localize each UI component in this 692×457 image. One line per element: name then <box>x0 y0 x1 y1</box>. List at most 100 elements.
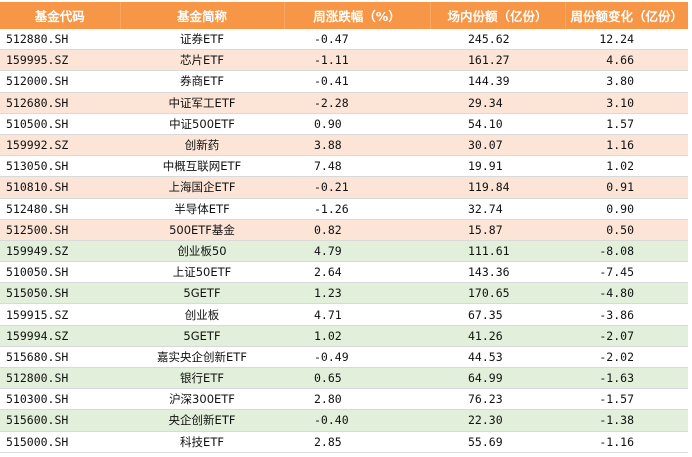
cell-shares: 54.10 <box>430 113 565 135</box>
cell-fund-code: 515050.SH <box>0 282 120 305</box>
cell-week-share-change: 1.02 <box>565 155 688 178</box>
cell-shares: 55.69 <box>430 431 565 453</box>
cell-fund-name: 央企创新ETF <box>120 409 284 432</box>
table-row: 159915.SZ 创业板 4.71 67.35 -3.86 <box>0 303 688 326</box>
cell-week-share-change: -2.07 <box>565 325 688 347</box>
cell-week-change-pct: 3.88 <box>284 134 430 157</box>
cell-fund-code: 159995.SZ <box>0 49 120 72</box>
header-row: 基金代码 基金简称 周涨跌幅（%） 场内份额（亿份） 周份额变化（亿份） <box>0 2 688 29</box>
cell-fund-code: 159992.SZ <box>0 134 120 157</box>
cell-week-change-pct: 2.85 <box>284 431 430 453</box>
cell-week-share-change: 3.10 <box>565 92 688 114</box>
table-row: 159994.SZ 5GETF 1.02 41.26 -2.07 <box>0 325 688 347</box>
header-week-change-pct: 周涨跌幅（%） <box>283 2 430 29</box>
cell-shares: 32.74 <box>430 198 565 220</box>
cell-week-change-pct: 0.65 <box>284 367 430 390</box>
table-row: 515600.SH 央企创新ETF -0.40 22.30 -1.38 <box>0 409 688 432</box>
cell-week-change-pct: 0.82 <box>284 219 430 241</box>
cell-shares: 64.99 <box>430 367 565 390</box>
cell-fund-name: 嘉实央企创新ETF <box>120 346 284 369</box>
cell-week-change-pct: 7.48 <box>284 155 430 178</box>
cell-fund-name: 上海国企ETF <box>120 176 284 199</box>
cell-fund-code: 512500.SH <box>0 219 120 241</box>
cell-shares: 19.91 <box>430 155 565 178</box>
cell-fund-code: 512800.SH <box>0 367 120 390</box>
table-row: 512680.SH 中证军工ETF -2.28 29.34 3.10 <box>0 92 688 114</box>
cell-week-change-pct: 2.64 <box>284 261 430 284</box>
cell-fund-code: 512680.SH <box>0 92 120 114</box>
cell-shares: 119.84 <box>430 176 565 199</box>
cell-fund-name: 中证军工ETF <box>120 92 284 114</box>
cell-week-change-pct: 4.79 <box>284 240 430 263</box>
header-shares: 场内份额（亿份） <box>429 2 565 29</box>
cell-week-share-change: 3.80 <box>565 70 688 93</box>
table-row: 510500.SH 中证500ETF 0.90 54.10 1.57 <box>0 113 688 135</box>
table-row: 159992.SZ 创新药 3.88 30.07 1.16 <box>0 134 688 157</box>
cell-fund-name: 500ETF基金 <box>120 219 284 241</box>
cell-shares: 143.36 <box>430 261 565 284</box>
table-row: 512480.SH 半导体ETF -1.26 32.74 0.90 <box>0 198 688 220</box>
cell-week-share-change: -1.63 <box>565 367 688 390</box>
cell-week-change-pct: -0.47 <box>284 29 430 51</box>
cell-week-share-change: 12.24 <box>565 29 688 51</box>
cell-fund-code: 510050.SH <box>0 261 120 284</box>
table-row: 159995.SZ 芯片ETF -1.11 161.27 4.66 <box>0 49 688 72</box>
table-body: 512880.SH 证券ETF -0.47 245.62 12.24 159995.SZ 芯… <box>0 29 688 453</box>
cell-shares: 76.23 <box>430 388 565 411</box>
cell-week-share-change: -2.02 <box>565 346 688 369</box>
cell-week-share-change: 1.16 <box>565 134 688 157</box>
cell-fund-code: 159915.SZ <box>0 303 120 326</box>
cell-fund-code: 159994.SZ <box>0 325 120 347</box>
cell-shares: 67.35 <box>430 303 565 326</box>
cell-fund-name: 中概互联网ETF <box>120 155 284 178</box>
cell-fund-name: 半导体ETF <box>120 198 284 220</box>
cell-week-share-change: 4.66 <box>565 49 688 72</box>
cell-shares: 144.39 <box>430 70 565 93</box>
cell-fund-name: 银行ETF <box>120 367 284 390</box>
header-week-share-change: 周份额变化（亿份） <box>564 2 688 29</box>
cell-fund-name: 5GETF <box>120 282 284 305</box>
cell-fund-code: 513050.SH <box>0 155 120 178</box>
cell-fund-name: 创新药 <box>120 134 284 157</box>
cell-fund-code: 510300.SH <box>0 388 120 411</box>
cell-week-change-pct: 1.23 <box>284 282 430 305</box>
cell-fund-code: 512480.SH <box>0 198 120 220</box>
cell-fund-name: 5GETF <box>120 325 284 347</box>
cell-fund-code: 159949.SZ <box>0 240 120 263</box>
cell-fund-code: 515680.SH <box>0 346 120 369</box>
table-row: 510300.SH 沪深300ETF 2.80 76.23 -1.57 <box>0 388 688 411</box>
cell-week-share-change: -7.45 <box>565 261 688 284</box>
cell-fund-name: 券商ETF <box>120 70 284 93</box>
cell-week-share-change: -1.57 <box>565 388 688 411</box>
cell-week-change-pct: 2.80 <box>284 388 430 411</box>
cell-fund-name: 中证500ETF <box>120 113 284 135</box>
cell-week-change-pct: -1.11 <box>284 49 430 72</box>
cell-fund-name: 芯片ETF <box>120 49 284 72</box>
cell-week-change-pct: -2.28 <box>284 92 430 114</box>
cell-week-share-change: -8.08 <box>565 240 688 263</box>
table-row: 510810.SH 上海国企ETF -0.21 119.84 0.91 <box>0 176 688 199</box>
cell-fund-name: 创业板50 <box>120 240 284 263</box>
cell-fund-name: 证券ETF <box>120 29 284 51</box>
table-header: 基金代码 基金简称 周涨跌幅（%） 场内份额（亿份） 周份额变化（亿份） <box>0 2 688 29</box>
cell-shares: 111.61 <box>430 240 565 263</box>
cell-shares: 15.87 <box>430 219 565 241</box>
cell-shares: 170.65 <box>430 282 565 305</box>
table-row: 510050.SH 上证50ETF 2.64 143.36 -7.45 <box>0 261 688 284</box>
cell-week-share-change: -1.16 <box>565 431 688 453</box>
table-row: 513050.SH 中概互联网ETF 7.48 19.91 1.02 <box>0 155 688 178</box>
cell-fund-code: 515000.SH <box>0 431 120 453</box>
cell-shares: 161.27 <box>430 49 565 72</box>
cell-week-change-pct: -1.26 <box>284 198 430 220</box>
table-row: 515000.SH 科技ETF 2.85 55.69 -1.16 <box>0 431 688 453</box>
table-row: 512500.SH 500ETF基金 0.82 15.87 0.50 <box>0 219 688 241</box>
cell-week-share-change: -3.86 <box>565 303 688 326</box>
cell-shares: 29.34 <box>430 92 565 114</box>
cell-fund-code: 515600.SH <box>0 409 120 432</box>
header-fund-name: 基金简称 <box>119 2 284 29</box>
cell-week-share-change: 1.57 <box>565 113 688 135</box>
cell-fund-code: 510810.SH <box>0 176 120 199</box>
cell-shares: 22.30 <box>430 409 565 432</box>
